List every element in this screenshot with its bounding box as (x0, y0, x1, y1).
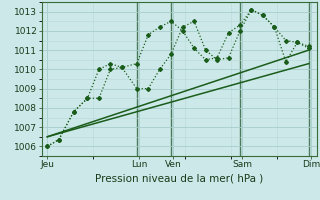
X-axis label: Pression niveau de la mer( hPa ): Pression niveau de la mer( hPa ) (95, 173, 263, 183)
